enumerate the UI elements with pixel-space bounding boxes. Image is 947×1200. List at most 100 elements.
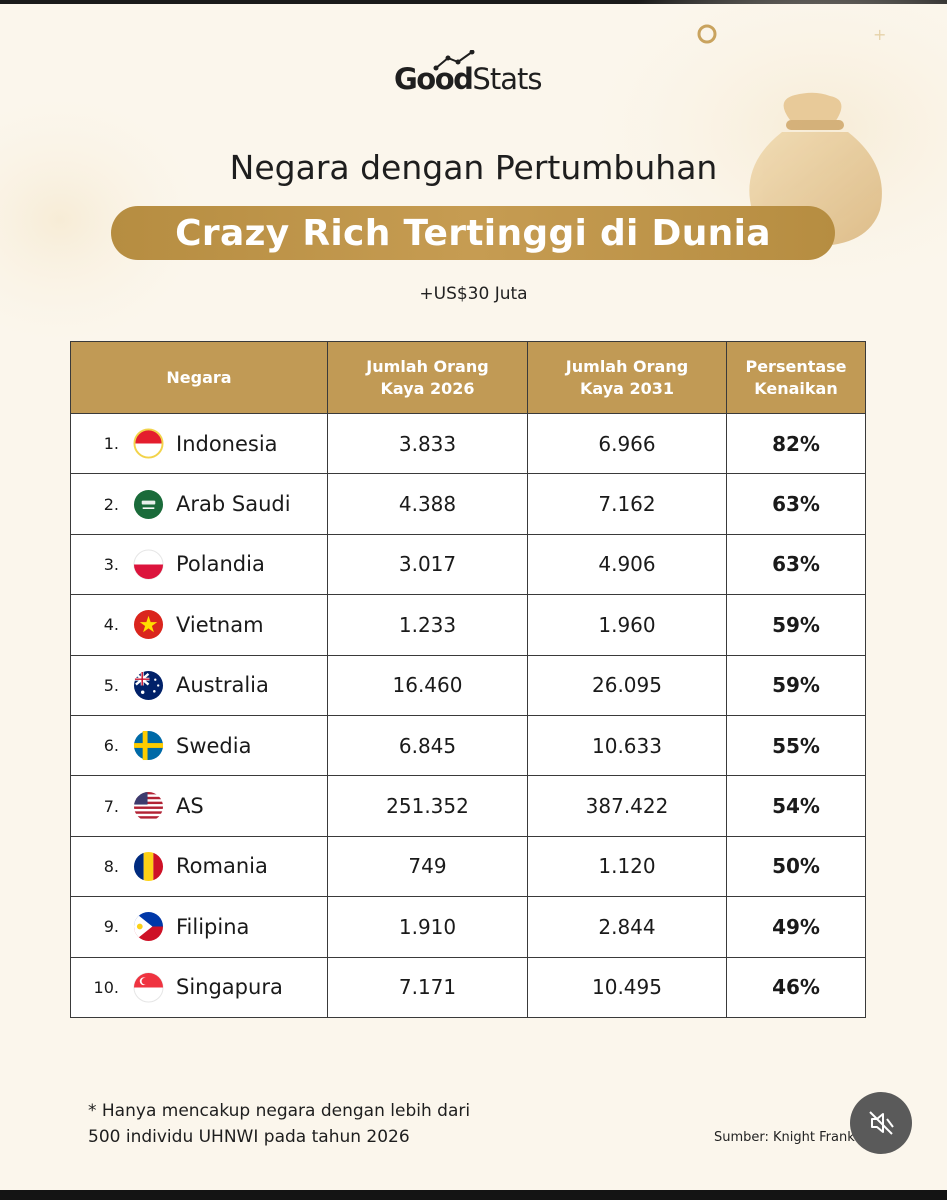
column-header-2031: Jumlah Orang Kaya 2031 bbox=[527, 341, 727, 414]
country-cell: 9. Filipina bbox=[70, 896, 328, 958]
country-name: AS bbox=[176, 794, 204, 819]
table-row: 6. Swedia 6.845 10.633 55% bbox=[70, 714, 866, 777]
country-name: Arab Saudi bbox=[176, 492, 291, 517]
speaker-muted-icon bbox=[869, 1111, 894, 1135]
percentage-cell: 54% bbox=[726, 775, 866, 837]
country-cell: 2. Arab Saudi bbox=[70, 473, 328, 535]
percentage-cell: 63% bbox=[726, 473, 866, 535]
value-2026-cell: 3.017 bbox=[327, 533, 528, 596]
value-2026-cell: 749 bbox=[327, 835, 528, 898]
table-row: 3. Polandia 3.017 4.906 63% bbox=[70, 533, 866, 596]
country-wrap: 2. Arab Saudi bbox=[71, 474, 327, 533]
rank-label: 10. bbox=[93, 977, 119, 997]
chart-title-highlight: Crazy Rich Tertinggi di Dunia bbox=[175, 212, 771, 254]
percentage-cell: 46% bbox=[726, 956, 866, 1018]
rank-label: 7. bbox=[103, 796, 119, 816]
country-name: Filipina bbox=[176, 914, 250, 939]
singapore-flag-icon bbox=[133, 972, 164, 1003]
rank-label: 8. bbox=[103, 856, 119, 876]
country-name: Romania bbox=[176, 854, 268, 879]
country-wrap: 7. AS bbox=[71, 776, 327, 835]
source-credit: Sumber: Knight Frank bbox=[714, 1130, 855, 1145]
rank-label: 3. bbox=[103, 554, 119, 574]
percentage-cell: 49% bbox=[726, 896, 866, 958]
column-header-label: Jumlah Orang Kaya 2031 bbox=[565, 356, 689, 398]
value-2031-cell: 6.966 bbox=[527, 412, 727, 475]
value-2026-cell: 6.845 bbox=[327, 714, 528, 777]
table-row: 9. Filipina 1.910 2.844 49% bbox=[70, 896, 866, 958]
value-2031-cell: 26.095 bbox=[527, 654, 727, 716]
bottom-bar bbox=[0, 1190, 947, 1200]
table-row: 1. Indonesia 3.833 6.966 82% bbox=[70, 412, 866, 475]
philippines-flag-icon bbox=[133, 912, 164, 942]
country-wrap: 5. Australia bbox=[71, 656, 327, 715]
value-2026-cell: 1.910 bbox=[327, 896, 528, 958]
table-row: 2. Arab Saudi 4.388 7.162 63% bbox=[70, 473, 866, 535]
country-name: Vietnam bbox=[176, 612, 264, 637]
gold-coin-ring-decoration bbox=[697, 24, 717, 44]
percentage-cell: 55% bbox=[726, 714, 866, 777]
rank-label: 5. bbox=[103, 675, 119, 695]
value-2031-cell: 387.422 bbox=[527, 775, 727, 837]
rank-label: 9. bbox=[103, 917, 119, 937]
country-name: Indonesia bbox=[176, 431, 278, 456]
logo-stats-text: Stats bbox=[472, 62, 542, 96]
usa-flag-icon bbox=[133, 791, 164, 821]
value-2026-cell: 16.460 bbox=[327, 654, 528, 716]
country-wrap: 3. Polandia bbox=[71, 535, 327, 594]
data-table: Negara Jumlah Orang Kaya 2026 Jumlah Oran… bbox=[70, 341, 866, 1018]
value-2031-cell: 2.844 bbox=[527, 896, 727, 958]
country-cell: 5. Australia bbox=[70, 654, 328, 716]
value-2031-cell: 7.162 bbox=[527, 473, 727, 535]
value-2031-cell: 4.906 bbox=[527, 533, 727, 596]
value-2031-cell: 10.633 bbox=[527, 714, 727, 777]
rank-label: 2. bbox=[103, 494, 119, 514]
footnote-line: * Hanya mencakup negara dengan lebih dar… bbox=[88, 1101, 471, 1121]
rank-label: 1. bbox=[103, 434, 119, 454]
top-bar bbox=[0, 0, 947, 4]
percentage-cell: 59% bbox=[726, 654, 866, 716]
value-2031-cell: 1.960 bbox=[527, 594, 727, 656]
value-2026-cell: 251.352 bbox=[327, 775, 528, 837]
value-2026-cell: 1.233 bbox=[327, 594, 528, 656]
country-cell: 7. AS bbox=[70, 775, 328, 837]
country-cell: 1. Indonesia bbox=[70, 412, 328, 475]
percentage-cell: 63% bbox=[726, 533, 866, 596]
value-2026-cell: 7.171 bbox=[327, 956, 528, 1018]
chart-title: Negara dengan Pertumbuhan bbox=[229, 148, 718, 187]
country-wrap: 6. Swedia bbox=[71, 716, 327, 775]
percentage-cell: 59% bbox=[726, 594, 866, 656]
country-cell: 6. Swedia bbox=[70, 714, 328, 777]
title-highlight-pill: Crazy Rich Tertinggi di Dunia bbox=[111, 206, 835, 260]
goodstats-logo: Good Stats bbox=[394, 50, 542, 96]
value-2026-cell: 4.388 bbox=[327, 473, 528, 535]
value-2031-cell: 10.495 bbox=[527, 956, 727, 1018]
svg-text:+: + bbox=[873, 25, 886, 44]
country-name: Swedia bbox=[176, 733, 252, 758]
table-row: 7. AS 251.352 387.422 54% bbox=[70, 775, 866, 837]
romania-flag-icon bbox=[133, 851, 164, 881]
country-wrap: 8. Romania bbox=[71, 837, 327, 896]
table-row: 8. Romania 749 1.120 50% bbox=[70, 835, 866, 898]
country-wrap: 4. Vietnam bbox=[71, 595, 327, 654]
country-name: Australia bbox=[176, 673, 269, 698]
table-row: 4. Vietnam 1.233 1.960 59% bbox=[70, 594, 866, 656]
indonesia-flag-icon bbox=[133, 428, 164, 459]
column-header-label: Persentase Kenaikan bbox=[745, 356, 847, 398]
growth-chart-icon bbox=[433, 50, 475, 71]
rank-label: 6. bbox=[103, 736, 119, 756]
sweden-flag-icon bbox=[133, 731, 164, 761]
mute-button[interactable] bbox=[850, 1092, 912, 1154]
column-header-percentage: Persentase Kenaikan bbox=[726, 341, 866, 414]
column-header-label: Jumlah Orang Kaya 2026 bbox=[366, 356, 489, 398]
country-cell: 3. Polandia bbox=[70, 533, 328, 596]
table-row: 5. Australia 16.460 26.095 59% bbox=[70, 654, 866, 716]
rank-label: 4. bbox=[103, 615, 119, 635]
country-name: Singapura bbox=[176, 975, 283, 1000]
table-row: 10. Singapura 7.171 10.495 46% bbox=[70, 956, 866, 1018]
country-cell: 4. Vietnam bbox=[70, 594, 328, 656]
country-wrap: 9. Filipina bbox=[71, 897, 327, 956]
percentage-cell: 50% bbox=[726, 835, 866, 898]
footnote-line: 500 individu UHNWI pada tahun 2026 bbox=[88, 1127, 410, 1147]
country-cell: 8. Romania bbox=[70, 835, 328, 898]
